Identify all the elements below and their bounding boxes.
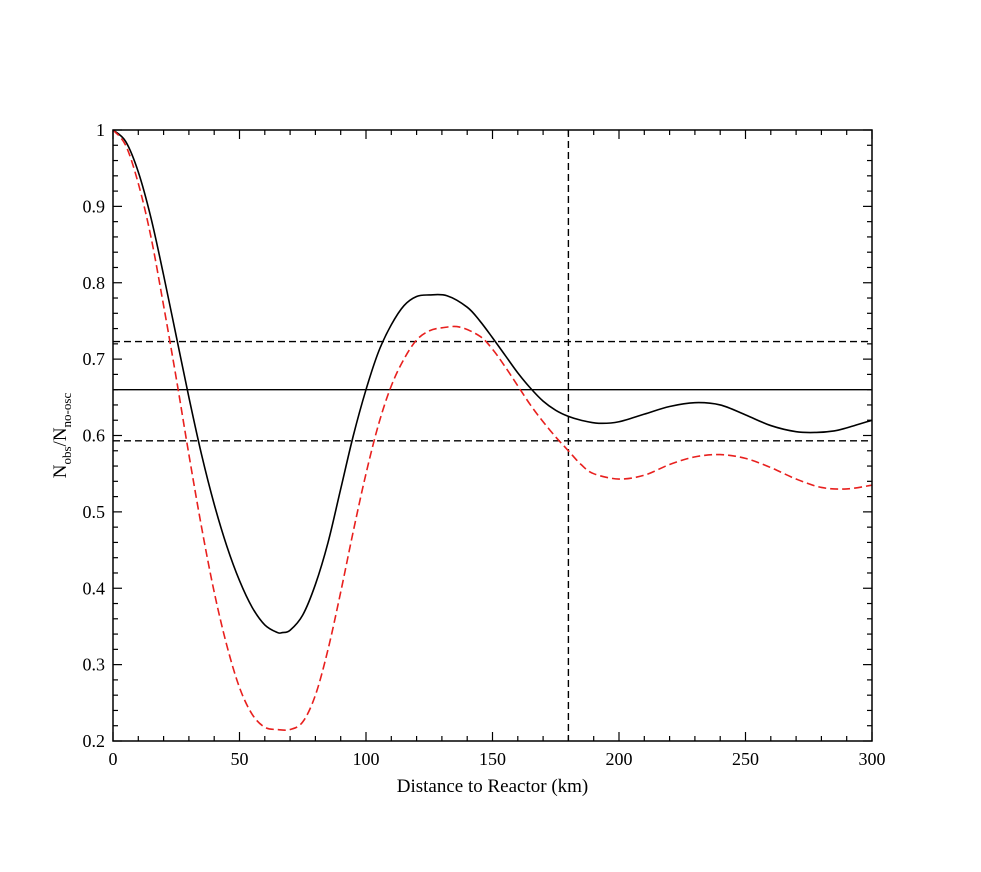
y-tick-label: 0.8 — [83, 273, 106, 293]
y-tick-label: 0.5 — [83, 502, 106, 522]
y-tick-label: 0.7 — [83, 349, 106, 369]
y-axis-label: Nobs/Nno-osc — [50, 393, 74, 479]
y-tick-label: 0.3 — [83, 655, 106, 675]
x-tick-label: 300 — [859, 749, 886, 769]
y-axis-label-text: /N — [50, 427, 71, 446]
x-tick-label: 0 — [109, 749, 118, 769]
x-tick-label: 150 — [479, 749, 506, 769]
y-tick-label: 0.6 — [83, 426, 106, 446]
x-axis-label: Distance to Reactor (km) — [397, 776, 589, 797]
y-axis-label-subscript: no-osc — [59, 393, 74, 428]
x-tick-label: 200 — [606, 749, 633, 769]
y-tick-label: 0.2 — [83, 731, 106, 751]
x-tick-label: 250 — [732, 749, 759, 769]
axis-ticks — [112, 129, 873, 742]
y-tick-label: 0.4 — [83, 578, 106, 598]
tick-labels: 0 50 100 150 200 250 300 0.2 0.3 0.4 0.5 0.6 0.7 0.8 0… — [83, 120, 886, 769]
x-tick-label: 100 — [353, 749, 380, 769]
series-line-0 — [113, 130, 872, 635]
series-line-1 — [113, 130, 872, 732]
y-axis-label-text: N — [50, 464, 71, 478]
y-tick-label: 1 — [96, 120, 105, 140]
reference-lines — [113, 130, 872, 741]
series-layer — [113, 130, 872, 732]
y-tick-label: 0.9 — [83, 196, 106, 216]
plot-area-frame — [112, 129, 873, 742]
y-axis-label-subscript: obs — [59, 446, 74, 464]
x-tick-label: 50 — [231, 749, 249, 769]
